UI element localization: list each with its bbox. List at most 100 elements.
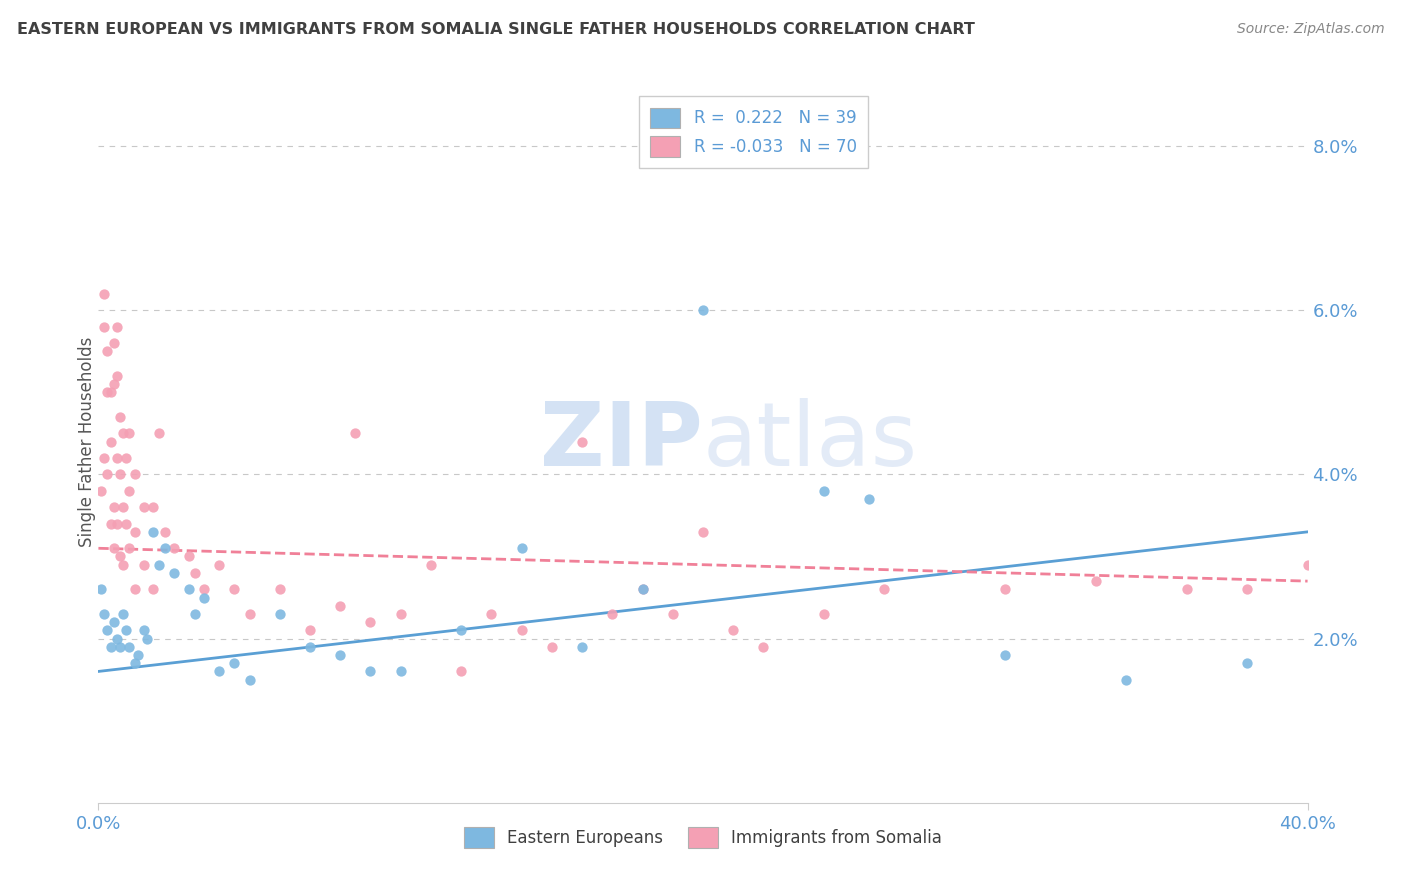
Point [193,591,215,605]
Point [148,426,170,441]
Point [153,524,176,539]
Point [114,516,136,531]
Point [692,524,714,539]
Point [752,640,775,654]
Legend: Eastern Europeans, Immigrants from Somalia: Eastern Europeans, Immigrants from Somal… [456,819,950,856]
Point [1296,558,1319,572]
Point [103,615,125,630]
Point [450,624,472,638]
Point [1236,582,1258,597]
Point [96,624,118,638]
Point [571,640,593,654]
Point [208,558,231,572]
Point [510,541,533,556]
Point [239,673,262,687]
Y-axis label: Single Father Households: Single Father Households [79,336,96,547]
Point [360,665,382,679]
Point [813,607,835,621]
Point [224,657,246,671]
Text: Source: ZipAtlas.com: Source: ZipAtlas.com [1237,22,1385,37]
Text: EASTERN EUROPEAN VS IMMIGRANTS FROM SOMALIA SINGLE FATHER HOUSEHOLDS CORRELATION: EASTERN EUROPEAN VS IMMIGRANTS FROM SOMA… [17,22,974,37]
Point [96,344,118,359]
Point [571,434,593,449]
Point [118,640,141,654]
Point [132,624,155,638]
Point [105,319,128,334]
Point [132,558,155,572]
Point [114,624,136,638]
Point [163,541,186,556]
Point [389,665,412,679]
Point [329,648,352,662]
Point [105,450,128,465]
Point [450,665,472,679]
Point [153,541,176,556]
Point [96,385,118,400]
Point [114,450,136,465]
Point [105,632,128,646]
Point [269,607,291,621]
Point [224,582,246,597]
Point [93,319,115,334]
Point [90,483,112,498]
Point [108,467,131,482]
Point [135,632,157,646]
Point [179,582,201,597]
Point [103,541,125,556]
Point [692,303,714,318]
Point [118,483,141,498]
Point [344,426,367,441]
Point [142,500,165,515]
Point [108,549,131,564]
Point [184,607,207,621]
Point [1175,582,1198,597]
Point [208,665,231,679]
Point [96,467,118,482]
Point [994,582,1017,597]
Point [93,286,115,301]
Point [108,409,131,424]
Point [723,624,745,638]
Text: atlas: atlas [703,398,918,485]
Point [103,377,125,392]
Point [111,500,134,515]
Point [631,582,654,597]
Point [148,558,170,572]
Point [105,516,128,531]
Point [100,385,122,400]
Point [420,558,443,572]
Point [100,640,122,654]
Point [142,582,165,597]
Point [111,426,134,441]
Point [118,541,141,556]
Point [90,582,112,597]
Point [193,582,215,597]
Point [299,640,322,654]
Point [124,657,146,671]
Point [329,599,352,613]
Point [105,368,128,383]
Text: ZIP: ZIP [540,398,703,485]
Point [103,336,125,351]
Point [510,624,533,638]
Point [111,607,134,621]
Point [100,434,122,449]
Point [118,426,141,441]
Point [858,491,880,506]
Point [602,607,624,621]
Point [127,648,149,662]
Point [360,615,382,630]
Point [661,607,683,621]
Point [540,640,562,654]
Point [631,582,654,597]
Point [1085,574,1108,588]
Point [481,607,503,621]
Point [132,500,155,515]
Point [873,582,896,597]
Point [108,640,131,654]
Point [1236,657,1258,671]
Point [179,549,201,564]
Point [124,467,146,482]
Point [103,500,125,515]
Point [994,648,1017,662]
